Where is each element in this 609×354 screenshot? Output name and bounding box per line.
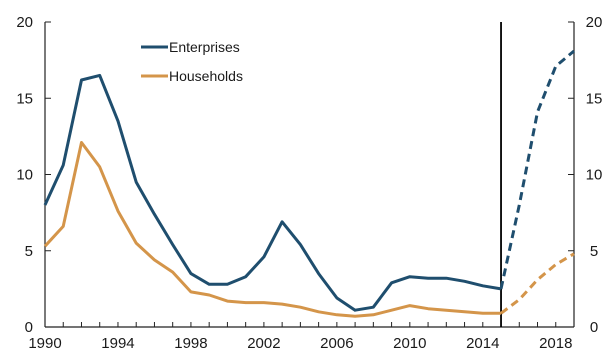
x-tick-label: 2018	[539, 335, 572, 352]
legend-label-enterprises: Enterprises	[169, 39, 240, 55]
x-tick-label: 2006	[320, 335, 353, 352]
x-tick-label: 2014	[466, 335, 499, 352]
series-line-enterprises	[43, 73, 502, 312]
y-tick-label-right: 5	[590, 243, 598, 260]
series-line-households	[43, 141, 501, 318]
legend-label-households: Households	[169, 68, 243, 84]
axes: 0 0 5 5 10 10 15 15 20 20 1990 1994 1998 2002 2006 2010…	[16, 14, 602, 352]
x-tick-label: 1994	[101, 335, 134, 352]
y-tick-label-right: 15	[586, 90, 603, 107]
x-tick-label: 1998	[174, 335, 207, 352]
series-lines	[43, 49, 575, 318]
y-tick-label-left: 5	[25, 243, 33, 260]
series-projection-enterprises	[499, 49, 575, 290]
series-projection-households	[500, 252, 575, 315]
y-tick-label-right: 10	[586, 167, 603, 184]
legend: Enterprises Households	[141, 39, 243, 84]
x-tick-label: 2010	[393, 335, 426, 352]
x-tick-label: 2002	[247, 335, 280, 352]
y-tick-label-left: 0	[25, 319, 33, 336]
y-tick-label-left: 15	[16, 90, 33, 107]
y-tick-label-left: 20	[16, 14, 33, 31]
y-tick-label-right: 20	[586, 14, 603, 31]
y-tick-label-right: 0	[590, 319, 598, 336]
y-tick-label-left: 10	[16, 167, 33, 184]
x-tick-label: 1990	[28, 335, 61, 352]
